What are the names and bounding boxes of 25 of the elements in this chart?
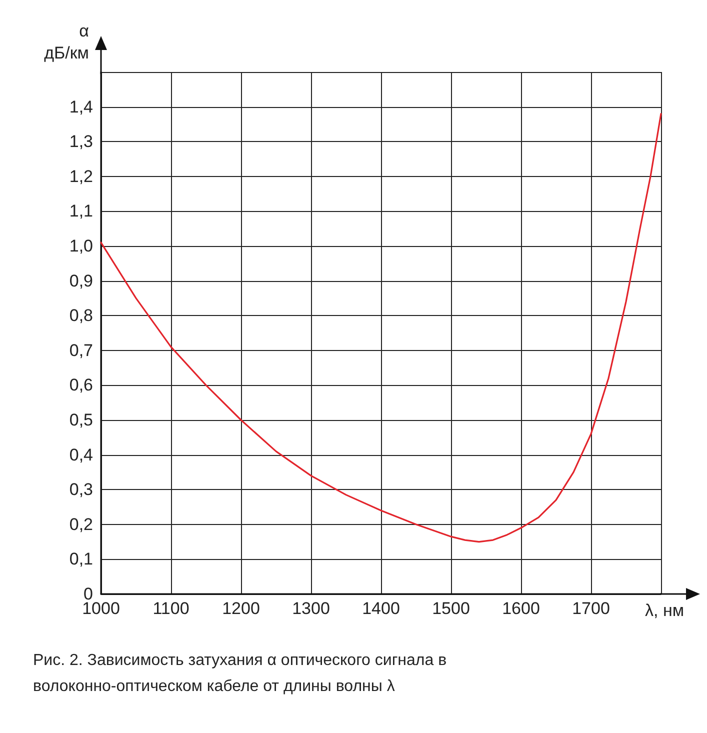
y-tick-label: 0,1 (69, 550, 93, 569)
y-tick-label: 0,7 (69, 340, 93, 360)
y-tick-label: 0,8 (69, 306, 93, 326)
x-tick-label: 1200 (222, 599, 260, 618)
y-tick-label: 0,3 (69, 480, 93, 500)
y-tick-label: 0,4 (69, 445, 93, 464)
y-tick-label: 0,2 (69, 514, 93, 534)
y-tick-label: 1,4 (69, 97, 93, 116)
y-tick-label: 0,5 (69, 410, 93, 430)
x-tick-label: 1600 (502, 599, 540, 618)
y-tick-label: 1,2 (69, 166, 93, 186)
y-tick-label: 1,1 (69, 202, 93, 221)
y-axis-title: α дБ/км (44, 22, 90, 62)
x-tick-label: 1500 (432, 599, 470, 618)
x-tick-label: 1100 (152, 599, 190, 618)
x-tick-label: 1700 (572, 599, 610, 618)
x-axis-title: λ, нм (645, 601, 684, 620)
y-tick-label: 0,6 (69, 376, 93, 395)
x-tick-label: 1300 (292, 599, 330, 618)
x-tick-label: 1400 (362, 599, 400, 618)
line-series (100, 112, 662, 543)
y-tick-label: 0,9 (69, 271, 93, 290)
text: Рис. 2. Зависимость затухания α оптического сигнала в волоконно-оптическом кабеле от длины волны λ (33, 651, 448, 697)
y-tick-label: 1,0 (69, 236, 93, 256)
y-tick-label: 1,3 (69, 132, 93, 152)
